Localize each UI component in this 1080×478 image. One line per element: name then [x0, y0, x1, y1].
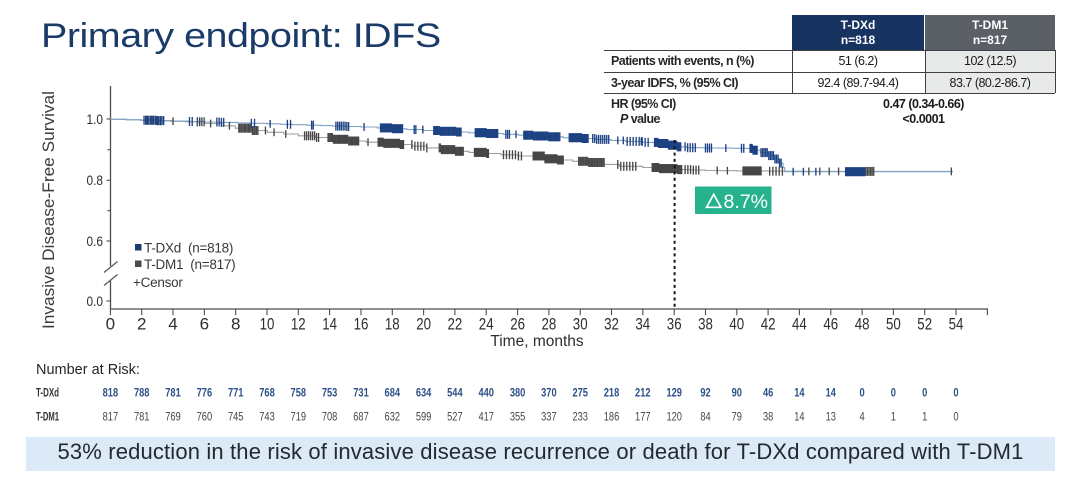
svg-text:632: 632 — [385, 412, 401, 424]
svg-text:40: 40 — [729, 315, 744, 334]
svg-text:90: 90 — [732, 388, 742, 400]
svg-text:13: 13 — [826, 412, 836, 424]
svg-text:768: 768 — [259, 388, 275, 400]
svg-text:14: 14 — [794, 388, 805, 400]
svg-text:218: 218 — [604, 388, 620, 400]
svg-text:370: 370 — [541, 388, 557, 400]
svg-text:745: 745 — [228, 412, 244, 424]
svg-text:44: 44 — [792, 315, 807, 334]
svg-text:1: 1 — [922, 412, 927, 424]
svg-text:0.8: 0.8 — [87, 172, 104, 188]
svg-text:743: 743 — [259, 412, 275, 424]
svg-text:337: 337 — [541, 412, 557, 424]
svg-text:79: 79 — [732, 412, 742, 424]
svg-text:0: 0 — [953, 388, 958, 400]
svg-text:599: 599 — [416, 412, 432, 424]
svg-text:14: 14 — [322, 315, 337, 334]
svg-text:544: 544 — [447, 388, 463, 400]
svg-text:46: 46 — [823, 315, 838, 334]
svg-text:527: 527 — [447, 412, 463, 424]
svg-text:0.6: 0.6 — [87, 233, 104, 249]
svg-text:0: 0 — [922, 388, 927, 400]
svg-text:32: 32 — [604, 315, 619, 334]
svg-text:42: 42 — [761, 315, 776, 334]
svg-text:1.0: 1.0 — [87, 111, 104, 127]
svg-text:22: 22 — [448, 315, 463, 334]
svg-text:753: 753 — [322, 388, 338, 400]
svg-text:758: 758 — [291, 388, 307, 400]
svg-text:440: 440 — [478, 388, 494, 400]
svg-text:4: 4 — [168, 315, 177, 334]
svg-text:0: 0 — [953, 412, 958, 424]
svg-text:177: 177 — [635, 412, 651, 424]
svg-text:6: 6 — [200, 315, 209, 334]
svg-text:12: 12 — [291, 315, 306, 334]
svg-text:8: 8 — [231, 315, 240, 334]
svg-text:212: 212 — [635, 388, 651, 400]
svg-text:776: 776 — [197, 388, 213, 400]
svg-text:687: 687 — [353, 412, 369, 424]
svg-text:355: 355 — [510, 412, 526, 424]
svg-text:817: 817 — [103, 412, 119, 424]
svg-text:T-DXd (n=818): T-DXd (n=818) — [144, 241, 233, 256]
svg-text:0.0: 0.0 — [87, 293, 104, 309]
svg-text:T-DM1: T-DM1 — [36, 412, 59, 424]
svg-text:54: 54 — [949, 315, 964, 334]
svg-text:684: 684 — [385, 388, 401, 400]
svg-text:719: 719 — [291, 412, 307, 424]
svg-text:275: 275 — [572, 388, 588, 400]
svg-text:120: 120 — [666, 412, 682, 424]
svg-text:34: 34 — [635, 315, 650, 334]
svg-text:760: 760 — [197, 412, 213, 424]
svg-text:+Censor: +Censor — [133, 275, 183, 290]
svg-text:28: 28 — [542, 315, 557, 334]
svg-text:1: 1 — [891, 412, 896, 424]
svg-text:30: 30 — [573, 315, 588, 334]
svg-text:634: 634 — [416, 388, 432, 400]
svg-text:4: 4 — [860, 412, 866, 424]
svg-text:50: 50 — [886, 315, 901, 334]
svg-text:14: 14 — [826, 388, 837, 400]
svg-text:Time, months: Time, months — [490, 333, 584, 350]
svg-text:417: 417 — [478, 412, 494, 424]
svg-text:0: 0 — [860, 388, 865, 400]
svg-text:26: 26 — [510, 315, 525, 334]
svg-text:129: 129 — [666, 388, 682, 400]
svg-text:84: 84 — [700, 412, 711, 424]
svg-text:771: 771 — [228, 388, 244, 400]
svg-text:18: 18 — [385, 315, 400, 334]
svg-text:16: 16 — [354, 315, 369, 334]
svg-text:781: 781 — [134, 412, 150, 424]
svg-text:38: 38 — [763, 412, 773, 424]
svg-text:14: 14 — [794, 412, 805, 424]
svg-text:52: 52 — [917, 315, 932, 334]
svg-text:T-DM1 (n=817): T-DM1 (n=817) — [144, 257, 235, 272]
svg-text:380: 380 — [510, 388, 526, 400]
svg-text:Number at Risk:: Number at Risk: — [36, 362, 140, 378]
svg-text:38: 38 — [698, 315, 713, 334]
svg-text:708: 708 — [322, 412, 338, 424]
svg-text:0: 0 — [891, 388, 896, 400]
svg-text:48: 48 — [855, 315, 870, 334]
svg-text:T-DXd: T-DXd — [36, 388, 59, 400]
svg-text:24: 24 — [479, 315, 494, 334]
svg-text:769: 769 — [165, 412, 181, 424]
svg-text:2: 2 — [137, 315, 146, 334]
svg-text:0: 0 — [106, 315, 115, 334]
svg-text:186: 186 — [604, 412, 620, 424]
svg-text:788: 788 — [134, 388, 150, 400]
svg-text:233: 233 — [572, 412, 588, 424]
svg-text:8.7%: 8.7% — [724, 191, 768, 213]
svg-text:20: 20 — [416, 315, 431, 334]
svg-text:92: 92 — [700, 388, 710, 400]
svg-text:781: 781 — [165, 388, 181, 400]
svg-text:818: 818 — [103, 388, 119, 400]
svg-text:10: 10 — [260, 315, 275, 334]
svg-text:46: 46 — [763, 388, 773, 400]
svg-text:Invasive Disease-Free Survival: Invasive Disease-Free Survival — [40, 91, 58, 329]
svg-text:731: 731 — [353, 388, 369, 400]
svg-text:36: 36 — [667, 315, 682, 334]
